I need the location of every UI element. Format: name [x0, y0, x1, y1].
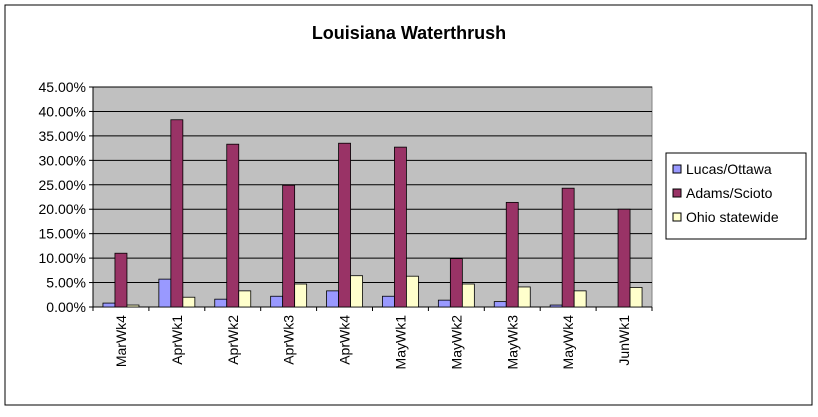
legend-swatch — [672, 188, 682, 198]
plot-area — [92, 86, 653, 308]
bar-adams-scioto-junwk1 — [617, 208, 631, 308]
bar-adams-scioto-aprwk1 — [170, 119, 184, 308]
x-tick-label: MayWk1 — [392, 315, 408, 370]
y-tick-label: 45.00% — [39, 79, 86, 95]
bar-lucas-ottawa-maywk2 — [437, 299, 451, 308]
bar-ohio-statewide-maywk4 — [573, 290, 587, 308]
bar-lucas-ottawa-aprwk1 — [158, 278, 172, 308]
bar-lucas-ottawa-marwk4 — [102, 302, 116, 308]
bar-adams-scioto-marwk4 — [114, 252, 128, 308]
bar-lucas-ottawa-aprwk4 — [326, 290, 339, 308]
bar-adams-scioto-aprwk4 — [338, 142, 351, 308]
x-tick-label: MayWk4 — [560, 315, 576, 370]
bar-lucas-ottawa-maywk1 — [382, 295, 395, 308]
y-tick-label: 40.00% — [39, 103, 86, 119]
bar-ohio-statewide-junwk1 — [629, 287, 643, 308]
legend-label: Adams/Scioto — [686, 185, 773, 201]
legend-swatch — [672, 212, 682, 222]
x-tick-label: AprWk2 — [225, 315, 241, 365]
bar-adams-scioto-maywk4 — [561, 187, 575, 308]
legend-label: Ohio statewide — [686, 209, 779, 225]
y-tick-label: 25.00% — [39, 177, 86, 193]
x-tick-label: MayWk2 — [448, 315, 464, 370]
bar-ohio-statewide-aprwk4 — [350, 275, 363, 308]
x-tick-label: AprWk3 — [281, 315, 297, 365]
y-tick-label: 5.00% — [46, 275, 86, 291]
x-axis-tick-labels: MarWk4 AprWk1 AprWk2 AprWk3 AprWk4 MayWk1 MayW… — [113, 315, 632, 370]
bar-ohio-statewide-aprwk2 — [238, 290, 252, 308]
legend-box — [665, 152, 807, 240]
x-tick-label: AprWk4 — [337, 315, 353, 365]
y-tick-label: 35.00% — [39, 128, 86, 144]
bar-adams-scioto-maywk2 — [449, 258, 463, 308]
y-tick-label: 15.00% — [39, 226, 86, 242]
bar-lucas-ottawa-aprwk2 — [214, 298, 228, 308]
bar-lucas-ottawa-maywk3 — [493, 301, 507, 308]
legend: Lucas/Ottawa Adams/Scioto Ohio statewide — [665, 152, 807, 240]
bar-lucas-ottawa-aprwk3 — [270, 295, 284, 308]
bar-ohio-statewide-maywk1 — [406, 275, 419, 308]
bar-ohio-statewide-maywk3 — [517, 286, 531, 308]
bar-adams-scioto-maywk3 — [505, 201, 519, 308]
bar-adams-scioto-maywk1 — [394, 146, 407, 308]
chart-title: Louisiana Waterthrush — [312, 23, 506, 43]
y-tick-label: 0.00% — [46, 299, 86, 315]
y-tick-label: 10.00% — [39, 250, 86, 266]
x-tick-label: JunWk1 — [616, 315, 632, 366]
y-tick-label: 30.00% — [39, 152, 86, 168]
x-tick-label: AprWk1 — [169, 315, 185, 365]
bar-adams-scioto-aprwk2 — [226, 143, 240, 308]
x-tick-label: MarWk4 — [113, 315, 129, 367]
legend-label: Lucas/Ottawa — [686, 161, 772, 177]
bar-ohio-statewide-marwk4 — [126, 304, 140, 308]
x-tick-label: MayWk3 — [504, 315, 520, 370]
bar-ohio-statewide-maywk2 — [461, 283, 475, 308]
legend-swatch — [672, 164, 682, 174]
bar-ohio-statewide-aprwk1 — [182, 296, 196, 308]
bar-lucas-ottawa-maywk4 — [549, 304, 563, 308]
bars — [102, 119, 643, 308]
bar-ohio-statewide-aprwk3 — [294, 283, 308, 308]
y-axis-tick-labels: 0.00% 5.00% 10.00% 15.00% 20.00% 25.00% 30.00%… — [39, 79, 86, 315]
y-tick-label: 20.00% — [39, 201, 86, 217]
bar-adams-scioto-aprwk3 — [282, 184, 296, 308]
